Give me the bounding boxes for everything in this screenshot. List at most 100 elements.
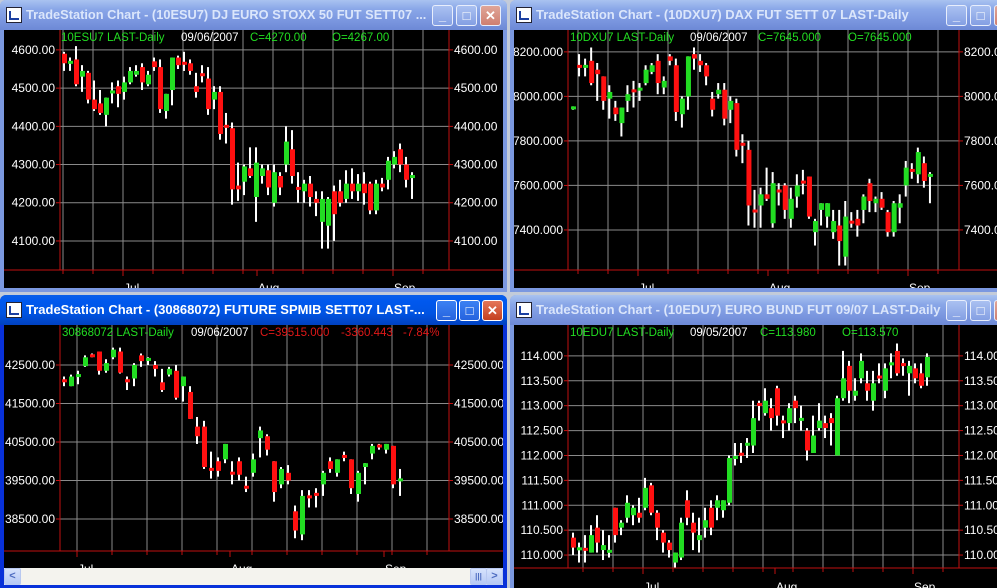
candle-body <box>279 468 284 485</box>
y-tick-label-left: 111.000 <box>521 498 563 512</box>
title-bar[interactable]: TradeStation Chart - (30868072) FUTURE S… <box>0 295 507 325</box>
candle-body <box>883 368 888 391</box>
candle-body <box>62 53 67 64</box>
y-tick-label-right: 112.500 <box>964 424 997 438</box>
candle-body <box>69 376 74 387</box>
chart-area[interactable]: 114.000 114.000 113.500 113.500 113.000 113.0… <box>514 325 997 588</box>
scroll-left-button[interactable]: < <box>4 568 21 585</box>
candle-body <box>370 445 375 454</box>
candle-body <box>589 535 594 553</box>
maximize-button[interactable]: □ <box>459 300 480 321</box>
candle-body <box>885 212 891 233</box>
candle-body <box>583 547 588 551</box>
scroll-right-button[interactable]: > <box>486 568 503 585</box>
candle-body <box>128 70 133 83</box>
y-tick-label-right: 113.000 <box>964 399 997 413</box>
chart-area[interactable]: 4600.00 4600.00 4500.00 4500.00 4400.00 4400.… <box>4 30 503 288</box>
minimize-button[interactable]: _ <box>436 300 457 321</box>
candle-body <box>601 76 607 101</box>
candle-body <box>182 61 187 65</box>
title-bar[interactable]: TradeStation Chart - (10ESU7) DJ EURO ST… <box>0 0 507 30</box>
horizontal-scrollbar[interactable]: < ||| > <box>4 568 503 585</box>
x-tick-label-aug: Aug <box>776 580 797 588</box>
candle-body <box>328 461 333 469</box>
maximize-button[interactable]: □ <box>970 300 991 321</box>
candlestick-chart[interactable]: 114.000 114.000 113.500 113.500 113.000 113.0… <box>514 325 997 588</box>
candlestick-chart[interactable]: 4600.00 4600.00 4500.00 4500.00 4400.00 4400.… <box>4 30 503 288</box>
candlestick-chart[interactable]: 42500.00 42500.00 41500.00 41500.00 40500.00… <box>4 325 503 568</box>
candle-body <box>410 175 415 179</box>
chart-area[interactable]: 8200.000 8200.000 8000.000 8000.000 7800.000… <box>514 30 997 288</box>
candle-body <box>362 183 367 194</box>
candle-body <box>200 73 205 77</box>
candle-body <box>398 478 403 482</box>
candle-body <box>293 511 298 531</box>
candle-body <box>739 452 744 456</box>
candle-body <box>258 430 263 439</box>
candle-body <box>903 167 909 186</box>
candle-body <box>733 455 738 459</box>
window-title: TradeStation Chart - (10ESU7) DJ EURO ST… <box>26 7 427 22</box>
chart-window-euro-bund[interactable]: TradeStation Chart - (10EDU7) EURO BUND … <box>510 295 997 588</box>
candle-body <box>62 379 67 383</box>
candle-body <box>661 80 667 88</box>
scroll-thumb[interactable]: ||| <box>470 568 487 585</box>
candle-body <box>167 368 172 375</box>
candle-body <box>248 168 253 176</box>
x-tick-label-aug: Aug <box>769 281 790 288</box>
minimize-button[interactable]: _ <box>432 5 453 26</box>
y-tick-label-right: 7600.000 <box>964 178 997 192</box>
minimize-button[interactable]: _ <box>946 300 967 321</box>
candle-body <box>613 107 619 115</box>
close-button[interactable]: ✕ <box>480 5 501 26</box>
candle-body <box>104 97 109 115</box>
chart-window-dax[interactable]: TradeStation Chart - (10DXU7) DAX FUT SE… <box>510 0 997 292</box>
close-button[interactable]: ✕ <box>994 300 997 321</box>
y-tick-label-right: 7400.000 <box>964 223 997 237</box>
candle-body <box>242 166 247 182</box>
candle-body <box>799 417 804 421</box>
y-tick-label-left: 4200.00 <box>12 196 56 210</box>
candle-body <box>787 408 792 424</box>
candle-body <box>140 67 145 83</box>
candle-body <box>806 176 812 217</box>
candle-body <box>380 183 385 188</box>
candle-body <box>698 60 704 66</box>
close-button[interactable]: ✕ <box>994 5 997 26</box>
candle-body <box>697 535 702 541</box>
candle-body <box>631 89 637 93</box>
candle-body <box>715 500 720 508</box>
candle-body <box>891 203 897 233</box>
title-bar[interactable]: TradeStation Chart - (10EDU7) EURO BUND … <box>510 295 997 325</box>
candle-body <box>825 203 831 217</box>
candle-body <box>849 220 855 224</box>
x-tick-label-jul: Jul <box>124 281 139 288</box>
candle-body <box>146 357 151 361</box>
candle-body <box>643 69 649 84</box>
candle-body <box>386 160 391 180</box>
candle-body <box>800 180 806 184</box>
close-value: C=4270.00 <box>250 32 307 44</box>
chart-area[interactable]: 42500.00 42500.00 41500.00 41500.00 40500.00… <box>4 325 503 568</box>
candlestick-chart[interactable]: 8200.000 8200.000 8000.000 8000.000 7800.000… <box>514 30 997 288</box>
maximize-button[interactable]: □ <box>970 5 991 26</box>
candle-body <box>92 99 97 110</box>
maximize-button[interactable]: □ <box>456 5 477 26</box>
chart-window-euro-stoxx[interactable]: TradeStation Chart - (10ESU7) DJ EURO ST… <box>0 0 507 292</box>
y-tick-label-left: 7800.000 <box>514 134 563 148</box>
symbol-label: 30868072 LAST-Daily <box>62 327 174 339</box>
title-bar[interactable]: TradeStation Chart - (10DXU7) DAX FUT SE… <box>510 0 997 30</box>
close-button[interactable]: ✕ <box>482 300 503 321</box>
chart-window-spmib[interactable]: TradeStation Chart - (30868072) FUTURE S… <box>0 295 507 588</box>
candle-body <box>76 374 81 378</box>
candle-body <box>194 86 199 92</box>
close-value: C=39515.000 <box>260 327 330 339</box>
candle-body <box>619 522 624 528</box>
minimize-button[interactable]: _ <box>946 5 967 26</box>
candle-body <box>776 189 782 193</box>
y-tick-label-left: 110.500 <box>521 523 564 537</box>
y-tick-label-left: 39500.00 <box>5 474 55 488</box>
candle-body <box>589 60 595 84</box>
close-value: C=113.980 <box>760 327 816 339</box>
x-tick-label-aug: Aug <box>231 562 252 568</box>
